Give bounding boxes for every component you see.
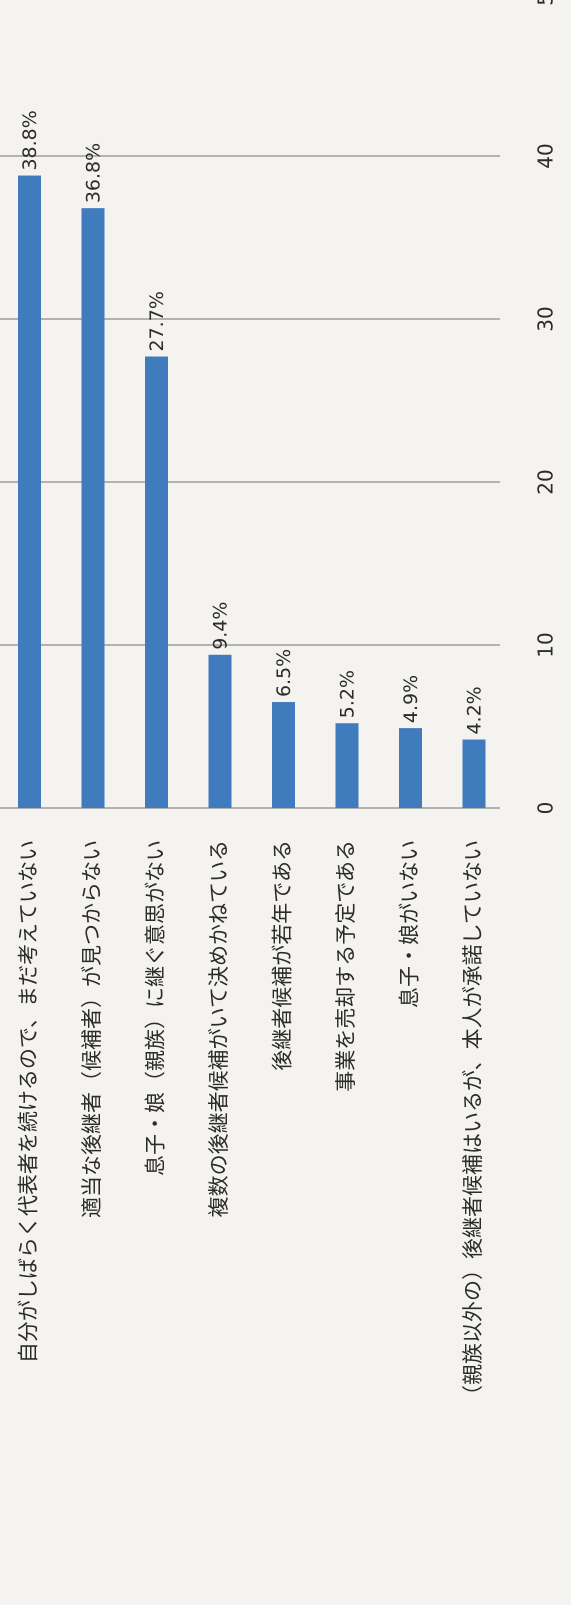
category-label: 事業を売却する予定である bbox=[334, 840, 358, 1092]
data-label: 4.2% bbox=[464, 686, 486, 734]
axis-tick-label: 20 bbox=[534, 469, 558, 494]
category-label: 息子・娘がいない bbox=[398, 840, 422, 1008]
category-label: 複数の後継者候補がいて決めかねている bbox=[207, 840, 231, 1217]
bar bbox=[335, 723, 359, 808]
data-label: 27.7% bbox=[146, 291, 168, 351]
axis-tick-label: 50 bbox=[534, 0, 558, 6]
axis-tick-label: 40 bbox=[534, 143, 558, 168]
data-label: 4.9% bbox=[400, 675, 422, 723]
bar-layer bbox=[18, 175, 486, 808]
axis-tick-label: 0 bbox=[534, 802, 558, 815]
category-label: 自分がしばらく代表者を続けるので、まだ考えていない bbox=[17, 840, 41, 1363]
bar bbox=[462, 739, 486, 808]
data-label: 38.8% bbox=[19, 110, 41, 170]
bar bbox=[399, 728, 422, 808]
bar bbox=[272, 702, 295, 808]
data-label: 5.2% bbox=[337, 670, 359, 718]
bar bbox=[145, 356, 168, 808]
axis-tick-label: 10 bbox=[534, 632, 558, 657]
axis-tick-label: 30 bbox=[534, 306, 558, 331]
grid-layer bbox=[0, 155, 500, 809]
bar bbox=[18, 175, 41, 808]
data-label: 9.4% bbox=[210, 601, 232, 649]
category-label: 適当な後継者（候補者）が見つからない bbox=[80, 840, 104, 1218]
bar bbox=[208, 654, 232, 808]
data-label: 36.8% bbox=[83, 143, 105, 203]
bar bbox=[81, 208, 105, 808]
category-label: （親族以外の）後継者候補はいるが、本人が承諾していない bbox=[461, 840, 485, 1406]
category-label: 息子・娘（親族）に継ぐ意思がない bbox=[144, 840, 168, 1176]
category-label: 後継者候補が若年である bbox=[271, 840, 295, 1071]
label-layer: 38.8% 36.8% 27.7% 9.4% 6.5% 5.2% 4.9% 4.2% bbox=[19, 110, 486, 734]
data-label: 6.5% bbox=[273, 649, 295, 697]
tick-layer: 0 10 20 30 40 50 bbox=[534, 0, 558, 814]
category-layer: 自分がしばらく代表者を続けるので、まだ考えていない 適当な後継者（候補者）が見つか… bbox=[17, 840, 486, 1406]
